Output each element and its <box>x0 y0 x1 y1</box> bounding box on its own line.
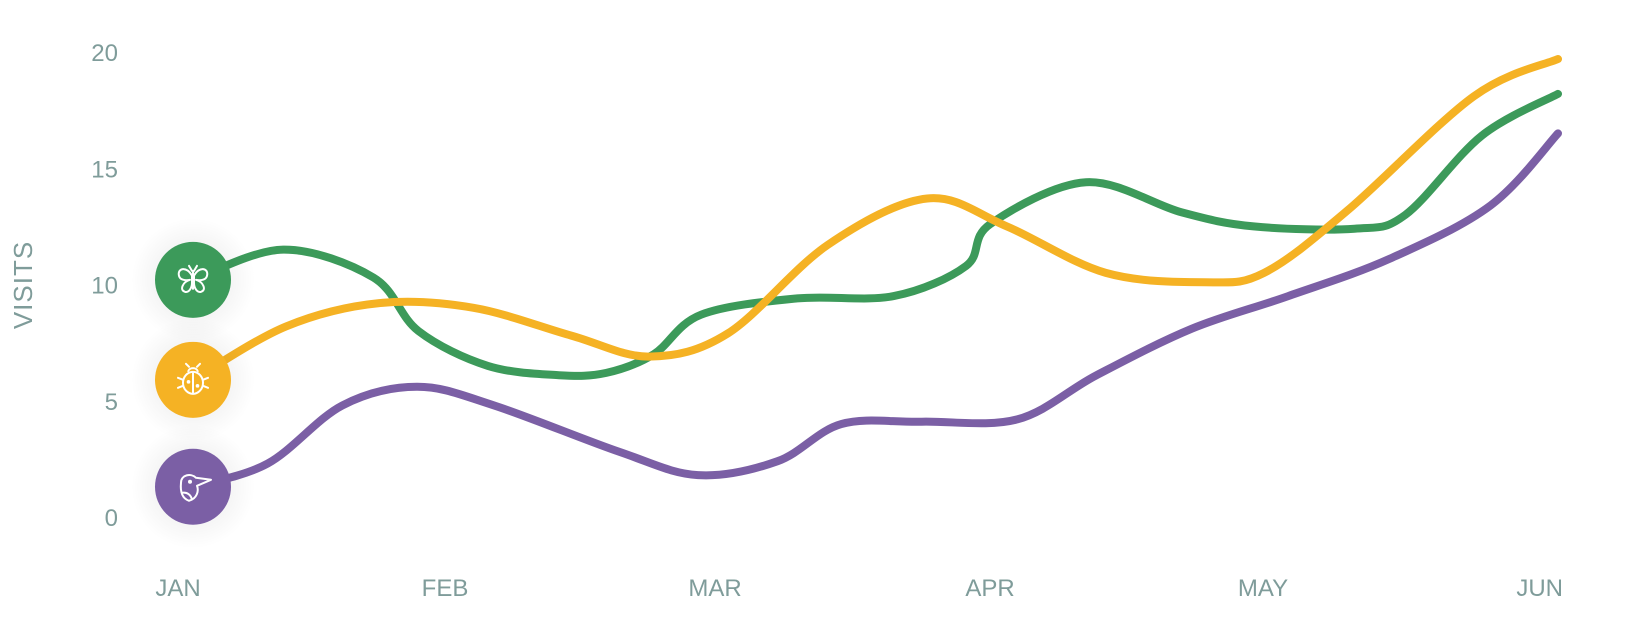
y-tick-label: 20 <box>91 40 118 67</box>
x-tick-label: MAY <box>1238 575 1288 602</box>
butterfly-marker[interactable] <box>131 217 255 342</box>
series-line-0 <box>189 89 1562 380</box>
x-tick-label: FEB <box>422 575 469 602</box>
x-tick-label: APR <box>965 575 1014 602</box>
x-tick-label: JAN <box>155 575 200 602</box>
y-tick-label: 10 <box>91 273 118 300</box>
x-tick-label: JUN <box>1516 575 1563 602</box>
y-axis-label: VISITS <box>8 241 38 329</box>
bird-icon <box>179 474 212 502</box>
ladybug-icon <box>177 362 209 395</box>
bird-marker[interactable] <box>131 424 255 549</box>
y-tick-label: 5 <box>105 389 118 416</box>
y-tick-label: 15 <box>91 156 118 183</box>
x-tick-label: MAR <box>688 575 741 602</box>
series-line-1 <box>189 55 1562 384</box>
marker-circle <box>155 448 231 525</box>
butterfly-icon <box>177 264 209 293</box>
ladybug-marker[interactable] <box>131 317 255 442</box>
y-tick-label: 0 <box>105 505 118 532</box>
series-line-2 <box>189 129 1562 491</box>
